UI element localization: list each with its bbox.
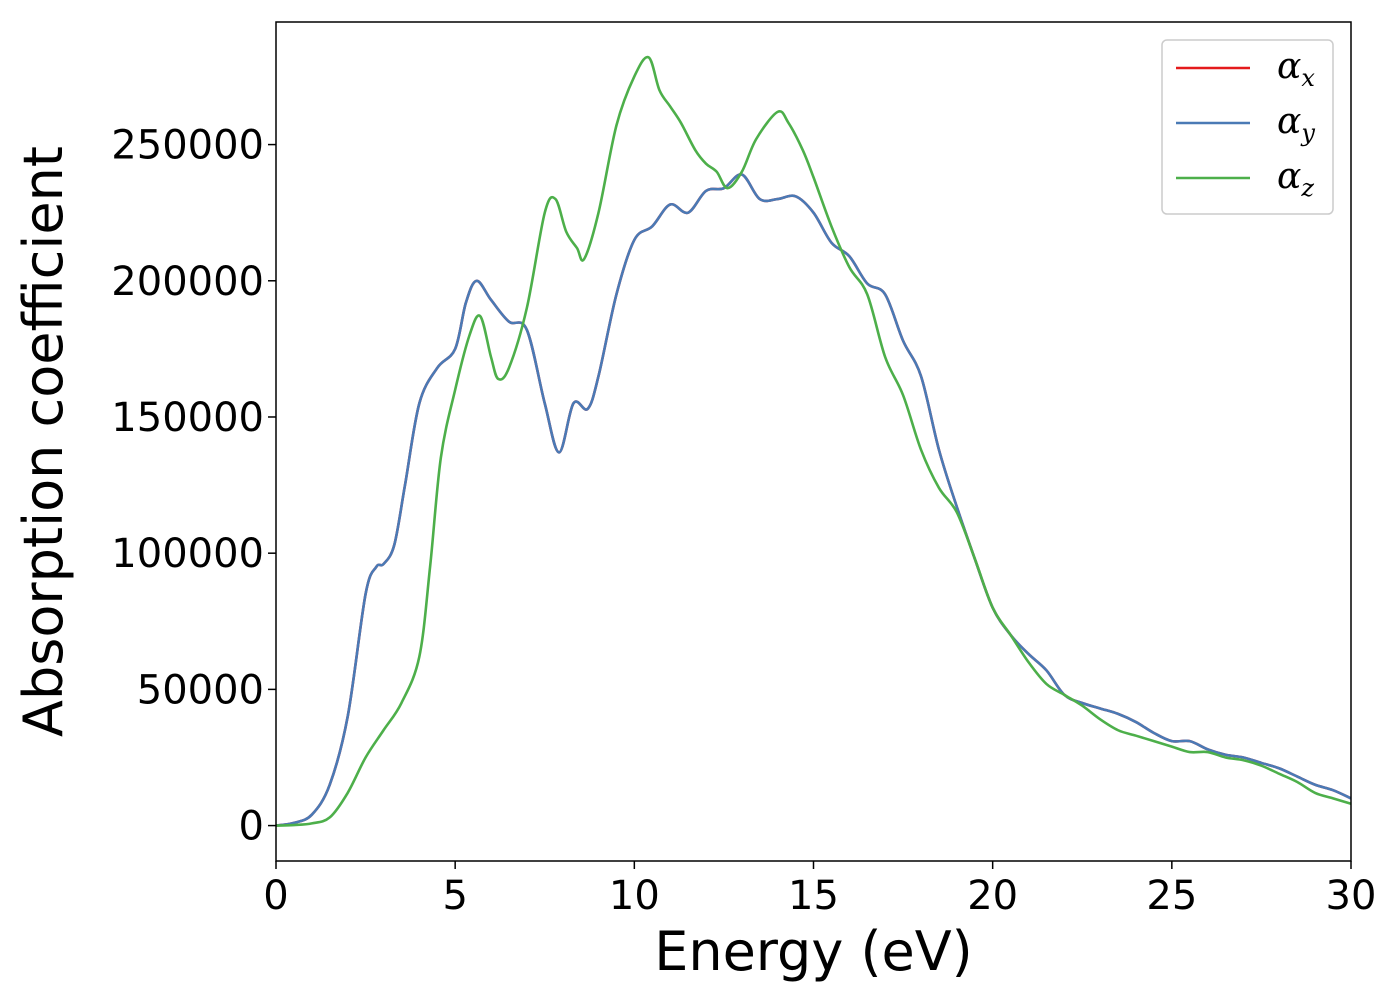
series-line-z xyxy=(275,55,1352,827)
x-tick-label: 30 xyxy=(1326,873,1377,919)
x-tick-label: 15 xyxy=(788,873,839,919)
x-axis: 0 5 10 15 20 25 30 xyxy=(263,861,1376,919)
y-axis-title: Absorption coefficient xyxy=(12,146,75,737)
series-line-y xyxy=(275,173,1352,827)
y-tick-label: 50000 xyxy=(137,667,264,713)
series-layer xyxy=(275,55,1352,827)
x-tick-label: 20 xyxy=(967,873,1018,919)
x-tick-label: 5 xyxy=(442,873,467,919)
y-axis: 0 50000 100000 150000 200000 250000 xyxy=(111,123,276,850)
x-axis-title: Energy (eV) xyxy=(654,920,973,983)
x-tick-label: 25 xyxy=(1146,873,1197,919)
legend-label-x: αx xyxy=(1277,46,1315,92)
x-tick-label: 0 xyxy=(263,873,288,919)
legend: αx αy αz xyxy=(1161,39,1334,215)
legend-label-z: αz xyxy=(1277,156,1314,202)
y-tick-label: 100000 xyxy=(111,531,264,577)
y-tick-label: 250000 xyxy=(111,123,264,169)
y-tick-label: 0 xyxy=(239,804,264,850)
y-tick-label: 150000 xyxy=(111,395,264,441)
legend-label-y: αy xyxy=(1277,101,1315,147)
x-tick-label: 10 xyxy=(609,873,660,919)
y-tick-label: 200000 xyxy=(111,259,264,305)
legend-box xyxy=(1161,39,1334,215)
